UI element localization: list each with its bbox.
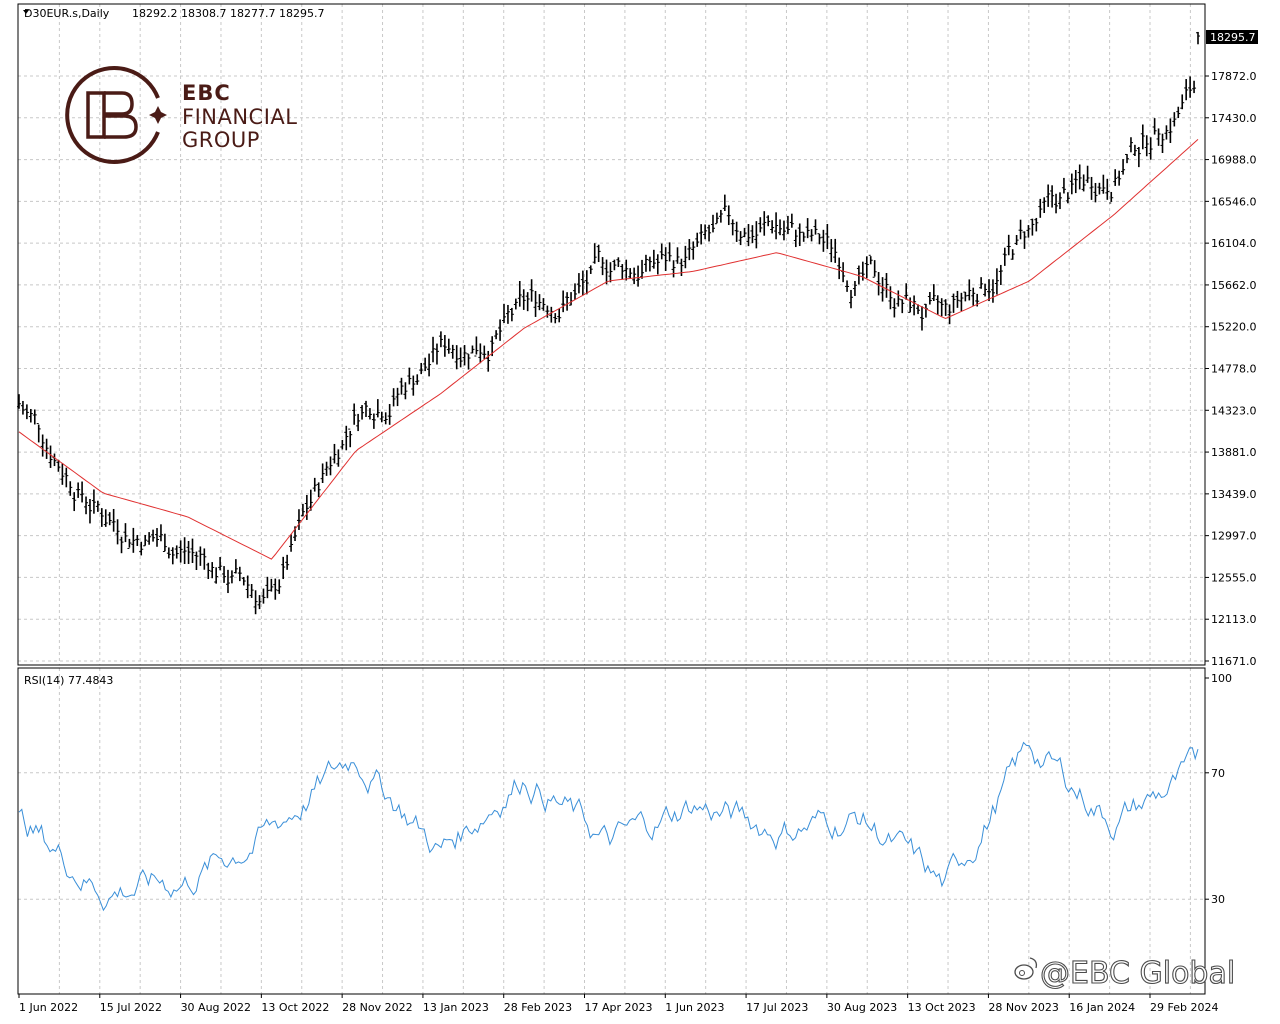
price-tick-label: 16546.0 <box>1211 195 1257 208</box>
time-tick-label: 1 Jun 2023 <box>665 1001 724 1014</box>
rsi-panel[interactable]: RSI(14) 77.4843 100 70 30 <box>17 667 1232 995</box>
price-tick-label: 17872.0 <box>1211 70 1257 83</box>
price-grid <box>18 4 1205 665</box>
rsi-tick-label: 30 <box>1211 893 1225 906</box>
price-tick-label: 16104.0 <box>1211 237 1257 250</box>
price-tick-label: 16988.0 <box>1211 154 1257 167</box>
price-tick-label: 14323.0 <box>1211 404 1257 417</box>
logo-line-1: EBC <box>182 81 231 105</box>
time-tick-label: 28 Nov 2022 <box>342 1001 412 1014</box>
rsi-axis: 100 70 30 <box>1205 672 1232 906</box>
time-tick-label: 16 Jan 2024 <box>1069 1001 1135 1014</box>
time-axis: 1 Jun 2022 15 Jul 2022 30 Aug 2022 13 Oct 2… <box>18 994 1218 1014</box>
price-tick-label: 11671.0 <box>1211 655 1257 668</box>
rsi-line <box>18 741 1199 912</box>
logo-line-3: GROUP <box>182 128 260 152</box>
time-tick-label: 15 Jul 2022 <box>100 1001 162 1014</box>
price-tick-label: 15662.0 <box>1211 279 1257 292</box>
watermark: @EBC Global <box>1014 955 1236 992</box>
price-tick-label: 13881.0 <box>1211 446 1257 459</box>
time-tick-label: 13 Oct 2022 <box>261 1001 329 1014</box>
moving-average-line <box>18 139 1199 560</box>
time-tick-label: 17 Apr 2023 <box>585 1001 653 1014</box>
weibo-icon <box>1014 957 1038 980</box>
rsi-tick-label: 70 <box>1211 767 1225 780</box>
time-tick-label: 28 Feb 2023 <box>504 1001 572 1014</box>
time-tick-label: 17 Jul 2023 <box>746 1001 808 1014</box>
watermark-text: @EBC Global <box>1040 956 1235 991</box>
price-tick-label: 14778.0 <box>1211 363 1257 376</box>
time-tick-label: 29 Feb 2024 <box>1150 1001 1218 1014</box>
time-tick-label: 30 Aug 2022 <box>181 1001 251 1014</box>
price-axis: 17872.0 17430.0 16988.0 16546.0 16104.0 15662… <box>1205 70 1257 668</box>
ohlc-label: 18292.2 18308.7 18277.7 18295.7 <box>132 7 324 20</box>
price-tick-label: 12555.0 <box>1211 571 1257 584</box>
time-tick-label: 13 Jan 2023 <box>423 1001 489 1014</box>
symbol-label: D30EUR.s,Daily <box>24 7 110 20</box>
current-price-marker: 18295.7 <box>1206 30 1258 44</box>
rsi-grid <box>18 668 1205 994</box>
time-tick-label: 28 Nov 2023 <box>988 1001 1058 1014</box>
rsi-label: RSI(14) 77.4843 <box>24 674 113 687</box>
price-tick-label: 12113.0 <box>1211 613 1257 626</box>
time-tick-label: 1 Jun 2022 <box>19 1001 78 1014</box>
price-tick-label: 13439.0 <box>1211 488 1257 501</box>
time-tick-label: 13 Oct 2023 <box>908 1001 976 1014</box>
price-panel[interactable]: D30EUR.s,Daily 18292.2 18308.7 18277.7 1… <box>17 3 1258 668</box>
logo-line-2: FINANCIAL <box>182 105 297 129</box>
price-tick-label: 15220.0 <box>1211 321 1257 334</box>
current-price-label: 18295.7 <box>1210 31 1256 44</box>
ebc-logo: EBC FINANCIAL GROUP <box>65 66 297 164</box>
time-tick-label: 30 Aug 2023 <box>827 1001 897 1014</box>
price-tick-label: 12997.0 <box>1211 530 1257 543</box>
rsi-tick-label: 100 <box>1211 672 1232 685</box>
price-panel-border <box>17 3 1206 666</box>
chevron-down-icon[interactable] <box>23 10 29 14</box>
ebc-emblem-icon <box>65 66 167 164</box>
rsi-panel-border <box>17 667 1206 995</box>
price-tick-label: 17430.0 <box>1211 112 1257 125</box>
price-bars <box>17 31 1200 615</box>
